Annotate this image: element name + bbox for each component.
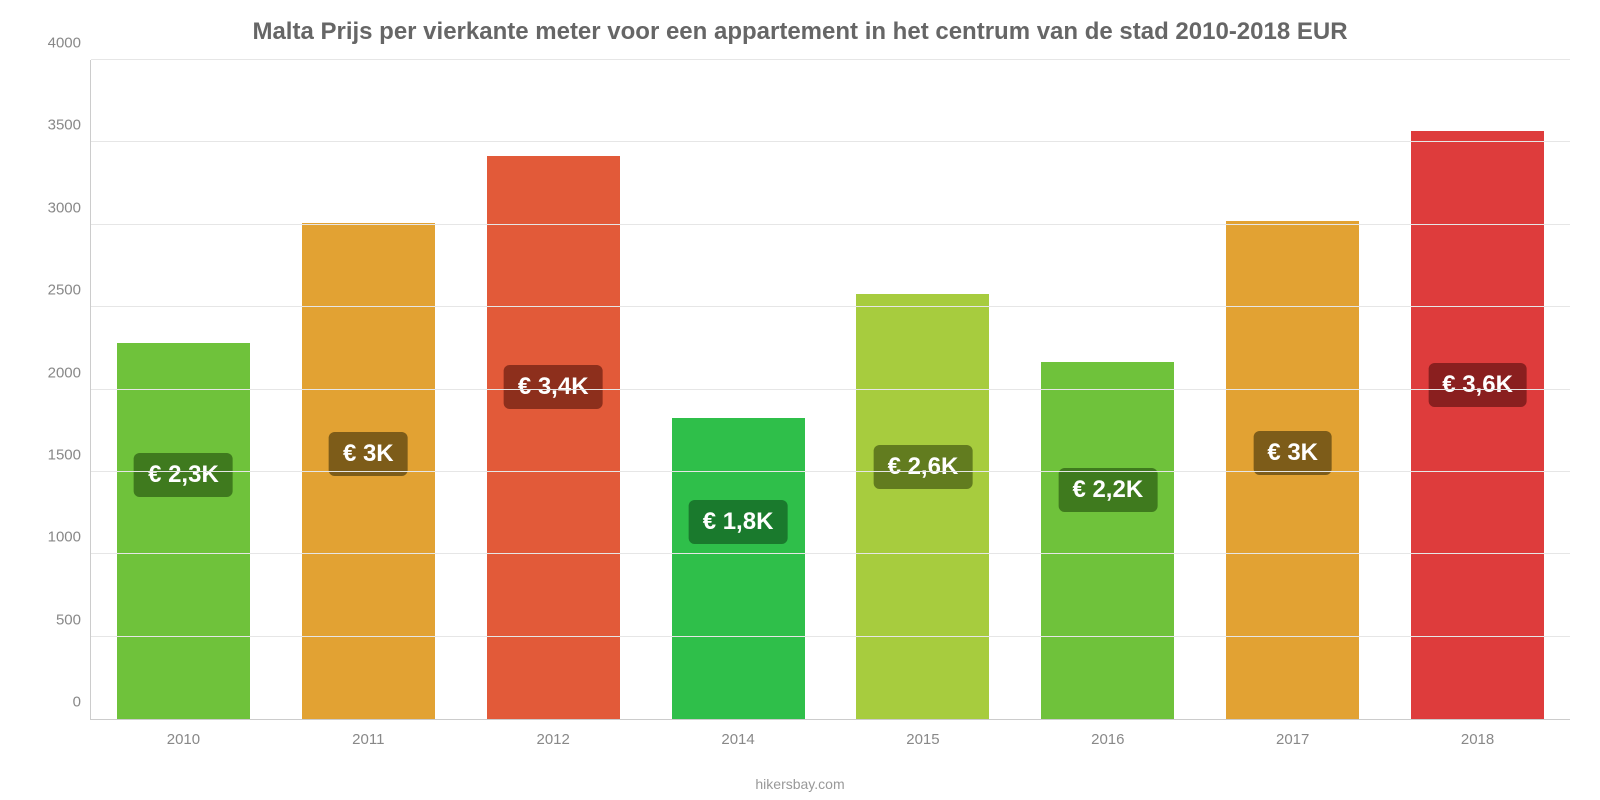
bar: € 1,8K — [672, 418, 805, 719]
x-axis-tick: 2018 — [1461, 731, 1494, 748]
x-axis-tick: 2016 — [1091, 731, 1124, 748]
bar-slot: € 2,6K2015 — [831, 60, 1016, 719]
bar-slot: € 3K2011 — [276, 60, 461, 719]
x-axis-tick: 2014 — [721, 731, 754, 748]
x-axis-tick: 2010 — [167, 731, 200, 748]
value-badge: € 2,6K — [874, 445, 973, 489]
y-axis-tick: 2500 — [11, 282, 81, 299]
x-axis-tick: 2012 — [537, 731, 570, 748]
x-axis-tick: 2015 — [906, 731, 939, 748]
value-badge: € 3K — [1253, 431, 1332, 475]
x-axis-tick: 2017 — [1276, 731, 1309, 748]
bar-slot: € 3,4K2012 — [461, 60, 646, 719]
grid-line — [91, 471, 1570, 472]
value-badge: € 3K — [329, 432, 408, 476]
bar: € 2,2K — [1041, 362, 1174, 720]
grid-line — [91, 141, 1570, 142]
bars-group: € 2,3K2010€ 3K2011€ 3,4K2012€ 1,8K2014€ … — [91, 60, 1570, 719]
value-badge: € 2,2K — [1058, 468, 1157, 512]
grid-line — [91, 224, 1570, 225]
chart-title: Malta Prijs per vierkante meter voor een… — [0, 18, 1600, 46]
bar: € 2,6K — [856, 294, 989, 719]
value-badge: € 2,3K — [134, 453, 233, 497]
y-axis-tick: 1500 — [11, 446, 81, 463]
y-axis-tick: 3000 — [11, 199, 81, 216]
grid-line — [91, 306, 1570, 307]
bar: € 3,6K — [1411, 131, 1544, 719]
y-axis-tick: 1000 — [11, 529, 81, 546]
y-axis-tick: 4000 — [11, 35, 81, 52]
grid-line — [91, 553, 1570, 554]
y-axis-tick: 3500 — [11, 117, 81, 134]
grid-line — [91, 636, 1570, 637]
bar: € 2,3K — [117, 343, 250, 719]
y-axis-tick: 2000 — [11, 364, 81, 381]
bar: € 3,4K — [487, 156, 620, 719]
plot-area: € 2,3K2010€ 3K2011€ 3,4K2012€ 1,8K2014€ … — [90, 60, 1570, 720]
chart-container: Malta Prijs per vierkante meter voor een… — [0, 0, 1600, 800]
bar-slot: € 3K2017 — [1200, 60, 1385, 719]
value-badge: € 3,4K — [504, 365, 603, 409]
y-axis-tick: 0 — [11, 694, 81, 711]
attribution-text: hikersbay.com — [0, 776, 1600, 792]
grid-line — [91, 389, 1570, 390]
bar-slot: € 1,8K2014 — [646, 60, 831, 719]
grid-line — [91, 59, 1570, 60]
bar-slot: € 3,6K2018 — [1385, 60, 1570, 719]
y-axis-tick: 500 — [11, 611, 81, 628]
bar-slot: € 2,3K2010 — [91, 60, 276, 719]
bar-slot: € 2,2K2016 — [1015, 60, 1200, 719]
value-badge: € 1,8K — [689, 500, 788, 544]
value-badge: € 3,6K — [1428, 363, 1527, 407]
x-axis-tick: 2011 — [352, 731, 384, 748]
